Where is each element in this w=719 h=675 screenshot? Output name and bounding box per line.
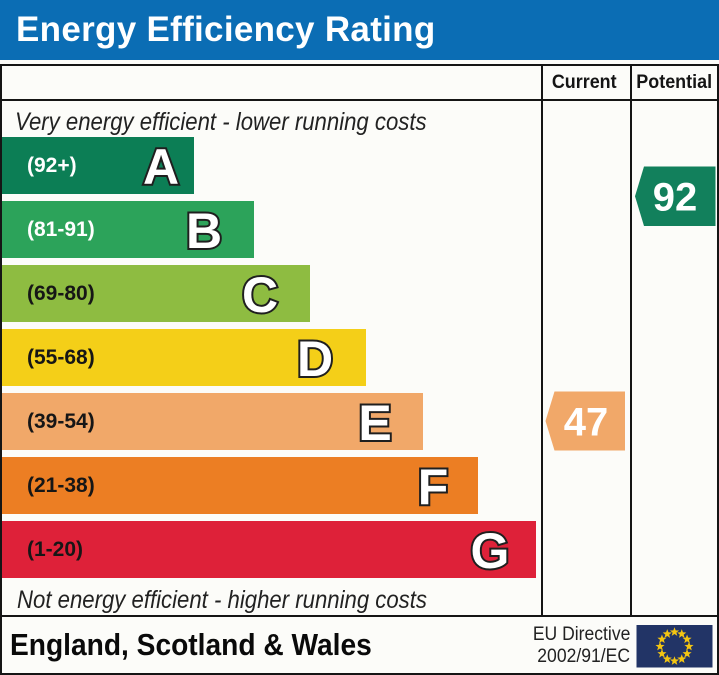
svg-text:D: D (297, 331, 333, 387)
svg-text:C: C (242, 267, 278, 323)
svg-text:A: A (143, 139, 179, 195)
svg-text:E: E (358, 395, 391, 451)
svg-text:47: 47 (564, 401, 609, 445)
svg-text:B: B (186, 203, 222, 259)
svg-text:G: G (471, 523, 510, 579)
svg-text:92: 92 (653, 176, 698, 220)
svg-text:F: F (418, 459, 449, 515)
